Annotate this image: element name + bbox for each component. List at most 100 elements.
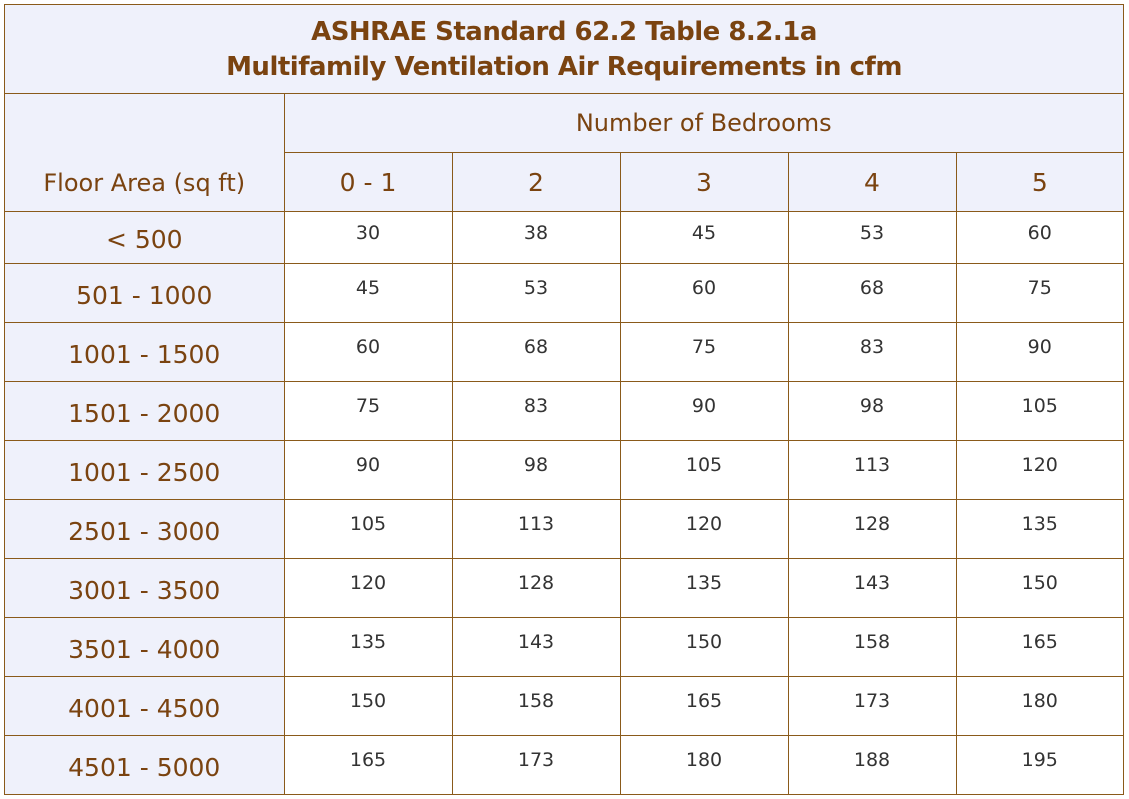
row-label-text: 501 - 1000 [76, 280, 213, 310]
table-cell: 98 [451, 440, 621, 500]
table-cell: 75 [619, 322, 789, 382]
table-cell: 150 [619, 617, 789, 677]
cell-value: 38 [523, 221, 549, 244]
table-cell: 38 [451, 211, 621, 264]
table-cell: 120 [619, 499, 789, 559]
row-label: 2501 - 3000 [5, 499, 285, 559]
data-grid: Floor Area (sq ft) Number of Bedrooms 0 … [5, 94, 1124, 794]
column-header: 2 [451, 152, 621, 212]
table-cell: 180 [619, 735, 789, 794]
cell-value: 158 [517, 690, 555, 712]
column-header: 0 - 1 [284, 152, 453, 212]
cell-value: 45 [691, 221, 717, 244]
table-cell: 158 [787, 617, 957, 677]
cell-value: 105 [685, 454, 723, 476]
table-row: 4001 - 4500 150 158 165 173 180 [5, 676, 1124, 736]
table-cell: 150 [955, 558, 1124, 618]
cell-value: 150 [685, 631, 723, 653]
table-cell: 45 [283, 263, 453, 323]
cell-value: 90 [355, 454, 381, 476]
table-cell: 30 [283, 211, 453, 264]
cell-value: 113 [517, 513, 555, 535]
table-cell: 53 [787, 211, 957, 264]
row-label-text: 1001 - 2500 [68, 457, 221, 487]
table-cell: 98 [787, 381, 957, 441]
row-label-text: < 500 [105, 225, 183, 254]
cell-value: 180 [685, 749, 723, 771]
table-cell: 165 [619, 676, 789, 736]
cell-value: 53 [523, 277, 549, 299]
table-cell: 128 [451, 558, 621, 618]
cell-value: 60 [1027, 221, 1052, 244]
table-row: 1001 - 1500 60 68 75 83 90 [5, 322, 1124, 382]
cell-value: 135 [685, 572, 723, 594]
cell-value: 173 [517, 749, 555, 771]
table-cell: 165 [283, 735, 453, 794]
table-row: 4501 - 5000 165 173 180 188 195 [5, 735, 1124, 794]
cell-value: 180 [1021, 690, 1058, 712]
cell-value: 90 [691, 395, 717, 417]
cell-value: 83 [859, 336, 885, 358]
cell-value: 143 [853, 572, 891, 594]
cell-value: 128 [853, 513, 891, 535]
table-cell: 195 [955, 735, 1124, 794]
table-cell: 60 [955, 211, 1124, 264]
group-header-bedrooms: Number of Bedrooms [283, 94, 1124, 153]
table-row: 501 - 1000 45 53 60 68 75 [5, 263, 1124, 323]
table-cell: 173 [451, 735, 621, 794]
cell-value: 128 [517, 572, 555, 594]
row-label: 501 - 1000 [5, 263, 285, 323]
table-cell: 83 [787, 322, 957, 382]
table-row: 2501 - 3000 105 113 120 128 135 [5, 499, 1124, 559]
table-cell: 53 [451, 263, 621, 323]
row-label: 3001 - 3500 [5, 558, 285, 618]
table-cell: 188 [787, 735, 957, 794]
table-cell: 143 [451, 617, 621, 677]
cell-value: 98 [523, 454, 549, 476]
cell-value: 165 [685, 690, 723, 712]
table-cell: 68 [787, 263, 957, 323]
row-label: 1001 - 2500 [5, 440, 285, 500]
cell-value: 45 [355, 277, 381, 299]
table-cell: 113 [451, 499, 621, 559]
cell-value: 83 [523, 395, 549, 417]
cell-value: 75 [691, 336, 717, 358]
table-cell: 90 [283, 440, 453, 500]
cell-value: 195 [1021, 749, 1058, 771]
cell-value: 135 [349, 631, 387, 653]
column-header: 4 [787, 152, 957, 212]
cell-value: 98 [859, 395, 885, 417]
cell-value: 120 [1021, 454, 1058, 476]
row-label-text: 1501 - 2000 [68, 398, 221, 428]
row-label-text: 2501 - 3000 [68, 516, 221, 546]
cell-value: 68 [859, 277, 885, 299]
cell-value: 150 [1021, 572, 1058, 594]
cell-value: 90 [1027, 336, 1052, 358]
table-cell: 150 [283, 676, 453, 736]
cell-value: 120 [685, 513, 723, 535]
cell-value: 165 [349, 749, 387, 771]
row-label-text: 1001 - 1500 [68, 339, 221, 369]
table-cell: 128 [787, 499, 957, 559]
row-label: 4001 - 4500 [5, 676, 285, 736]
table-title: ASHRAE Standard 62.2 Table 8.2.1a Multif… [5, 5, 1123, 94]
table-cell: 158 [451, 676, 621, 736]
cell-value: 113 [853, 454, 891, 476]
cell-value: 135 [1021, 513, 1058, 535]
title-line-2: Multifamily Ventilation Air Requirements… [226, 52, 902, 82]
table-cell: 173 [787, 676, 957, 736]
row-label: 3501 - 4000 [5, 617, 285, 677]
table-cell: 60 [283, 322, 453, 382]
cell-value: 105 [1021, 395, 1058, 417]
table-cell: 105 [955, 381, 1124, 441]
table-cell: 75 [283, 381, 453, 441]
cell-value: 60 [355, 336, 381, 358]
table-cell: 135 [619, 558, 789, 618]
table-cell: 143 [787, 558, 957, 618]
table-cell: 165 [955, 617, 1124, 677]
row-label-text: 4501 - 5000 [68, 752, 221, 782]
table-cell: 135 [283, 617, 453, 677]
table-cell: 90 [955, 322, 1124, 382]
table-cell: 105 [619, 440, 789, 500]
cell-value: 60 [691, 277, 717, 299]
